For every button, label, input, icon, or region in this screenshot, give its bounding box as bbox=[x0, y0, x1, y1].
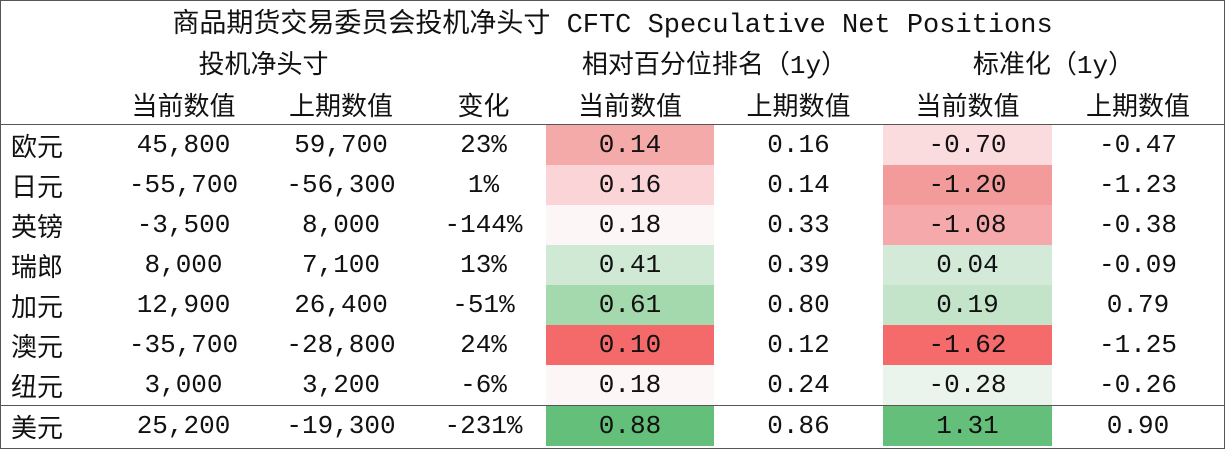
cell: 0.61 bbox=[546, 285, 714, 325]
data-row: 美元 25,200 -19,300 -231% 0.88 0.86 1.31 0.90 bbox=[1, 405, 1224, 446]
column-header: 上期数值 bbox=[714, 84, 883, 125]
cell: 0.14 bbox=[767, 170, 830, 200]
cell: -0.38 bbox=[1099, 210, 1178, 240]
cell: 8,000 bbox=[301, 210, 380, 240]
cell: 8,000 bbox=[144, 250, 223, 280]
cell: -0.70 bbox=[883, 124, 1052, 165]
cell: -0.26 bbox=[1099, 370, 1178, 400]
title-row: 商品期货交易委员会投机净头寸 CFTC Speculative Net Posi… bbox=[1, 1, 1224, 41]
cell: 1.31 bbox=[883, 405, 1052, 446]
cell: 0.86 bbox=[714, 405, 883, 446]
row-label: 日元 bbox=[11, 173, 64, 204]
row-label: 英镑 bbox=[11, 213, 64, 244]
cell: 0.12 bbox=[767, 330, 830, 360]
cell: 0.16 bbox=[546, 165, 714, 205]
empty bbox=[1, 41, 106, 84]
data-row: 英镑 -3,500 8,000 -144% 0.18 0.33 -1.08 -0.38 bbox=[1, 205, 1224, 245]
cell: 0.88 bbox=[546, 405, 714, 446]
column-header: 当前数值 bbox=[546, 84, 714, 125]
data-row: 加元 12,900 26,400 -51% 0.61 0.80 0.19 0.79 bbox=[1, 285, 1224, 325]
cell: -0.09 bbox=[1099, 250, 1178, 280]
data-row: 瑞郎 8,000 7,100 13% 0.41 0.39 0.04 -0.09 bbox=[1, 245, 1224, 285]
data-row: 欧元 45,800 59,700 23% 0.14 0.16 -0.70 -0.47 bbox=[1, 124, 1224, 165]
cell: 59,700 bbox=[294, 130, 388, 160]
column-header: 当前数值 bbox=[106, 84, 261, 125]
cell: -28,800 bbox=[286, 330, 396, 360]
cell: -1.08 bbox=[883, 205, 1052, 245]
row-label: 美元 bbox=[1, 405, 106, 446]
cell: 0.04 bbox=[883, 245, 1052, 285]
cell: 0.79 bbox=[1106, 290, 1170, 320]
empty bbox=[421, 41, 546, 84]
group-header: 相对百分位排名（1y） bbox=[581, 51, 848, 81]
cell: 25,200 bbox=[106, 405, 261, 446]
cell: -35,700 bbox=[128, 330, 239, 360]
cell: -1.23 bbox=[1099, 170, 1178, 200]
cell: -56,300 bbox=[286, 170, 396, 200]
cell: 0.41 bbox=[546, 245, 714, 285]
data-row: 日元 -55,700 -56,300 1% 0.16 0.14 -1.20 -1.23 bbox=[1, 165, 1224, 205]
cell: 0.19 bbox=[883, 285, 1052, 325]
row-label: 纽元 bbox=[11, 373, 64, 404]
cell: 0.18 bbox=[546, 365, 714, 406]
cell: 0.14 bbox=[546, 124, 714, 165]
row-label: 澳元 bbox=[11, 333, 64, 364]
data-row: 澳元 -35,700 -28,800 24% 0.10 0.12 -1.62 -1.25 bbox=[1, 325, 1224, 365]
row-label: 欧元 bbox=[11, 133, 64, 164]
group-header: 投机净头寸 bbox=[198, 51, 329, 81]
cell: 3,200 bbox=[301, 370, 380, 400]
cell: 0.18 bbox=[546, 205, 714, 245]
data-row: 纽元 3,000 3,200 -6% 0.18 0.24 -0.28 -0.26 bbox=[1, 365, 1224, 406]
cell: 0.39 bbox=[767, 250, 830, 280]
cell: 7,100 bbox=[301, 250, 380, 280]
cell: 23% bbox=[460, 130, 507, 160]
cell: 3,000 bbox=[144, 370, 223, 400]
cell: -1.20 bbox=[883, 165, 1052, 205]
column-header: 变化 bbox=[421, 84, 546, 125]
column-header: 上期数值 bbox=[1052, 84, 1224, 125]
group-header-row: 投机净头寸 相对百分位排名（1y） 标准化（1y） bbox=[1, 41, 1224, 84]
cell: 0.33 bbox=[767, 210, 830, 240]
cell: 13% bbox=[460, 250, 507, 280]
cell: -1.25 bbox=[1099, 330, 1178, 360]
cell: 0.16 bbox=[767, 130, 830, 160]
cell: -51% bbox=[452, 290, 515, 320]
cell: 0.10 bbox=[546, 325, 714, 365]
row-label: 瑞郎 bbox=[11, 253, 64, 284]
cell: -1.62 bbox=[883, 325, 1052, 365]
cell: 12,900 bbox=[136, 290, 231, 320]
empty bbox=[1, 84, 106, 125]
cell: 0.80 bbox=[767, 290, 830, 320]
column-header: 上期数值 bbox=[261, 84, 421, 125]
cell: -0.47 bbox=[1099, 130, 1178, 160]
cell: 45,800 bbox=[136, 130, 231, 160]
cell: 0.24 bbox=[767, 370, 830, 400]
cell: 26,400 bbox=[294, 290, 388, 320]
column-header: 当前数值 bbox=[883, 84, 1052, 125]
cell: 24% bbox=[460, 330, 507, 360]
cell: -144% bbox=[444, 210, 523, 240]
cell: 1% bbox=[467, 170, 500, 200]
cell: -19,300 bbox=[261, 405, 421, 446]
cell: -6% bbox=[460, 370, 507, 400]
cell: 0.90 bbox=[1052, 405, 1224, 446]
column-header-row: 当前数值 上期数值 变化 当前数值 上期数值 当前数值 上期数值 bbox=[1, 84, 1224, 125]
row-label: 加元 bbox=[11, 293, 64, 324]
cell: -55,700 bbox=[128, 170, 239, 200]
group-header: 标准化（1y） bbox=[972, 51, 1135, 81]
cell: -231% bbox=[421, 405, 546, 446]
cell: -3,500 bbox=[136, 210, 231, 240]
cell: -0.28 bbox=[883, 365, 1052, 406]
table-title: 商品期货交易委员会投机净头寸 CFTC Speculative Net Posi… bbox=[172, 11, 1053, 41]
